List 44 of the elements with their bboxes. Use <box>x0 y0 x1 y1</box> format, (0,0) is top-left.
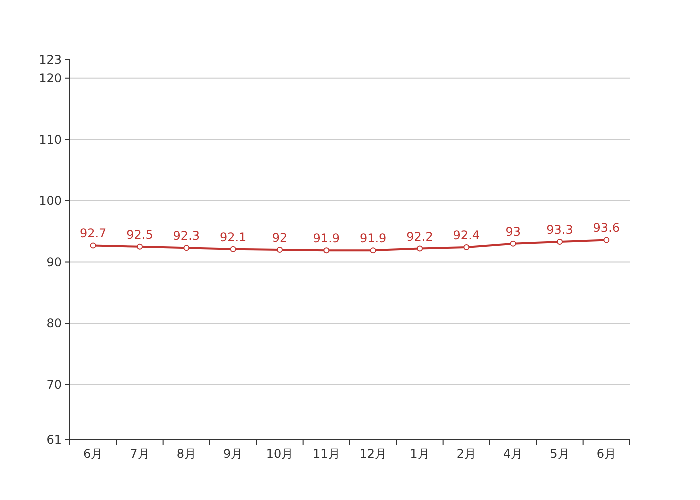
point <box>417 246 423 252</box>
point <box>464 244 470 251</box>
data-label: 93.6 <box>593 221 620 236</box>
point <box>137 244 143 250</box>
y-tick-label: 100 <box>39 194 62 208</box>
x-tick-label: 7月 <box>130 447 150 461</box>
point <box>557 239 563 246</box>
x-tick-label: 6月 <box>84 447 104 461</box>
data-label: 93 <box>506 224 521 239</box>
x-tick-label: 11月 <box>313 447 340 461</box>
data-label: 92.7 <box>80 226 107 241</box>
y-tick-label: 70 <box>46 378 62 392</box>
point <box>184 245 190 252</box>
point <box>510 240 516 247</box>
y-tick-label: 80 <box>46 316 62 331</box>
data-label: 91.9 <box>360 232 387 246</box>
x-tick-label: 9月 <box>224 447 244 461</box>
point <box>90 242 96 249</box>
x-tick-label: 1月 <box>410 447 430 461</box>
x-tick-label: 6月 <box>596 447 616 461</box>
y-tick-label: 123 <box>39 53 62 68</box>
point <box>277 247 283 253</box>
data-label: 93.3 <box>546 223 574 238</box>
y-tick-label: 120 <box>39 72 62 86</box>
y-tick-label: 61 <box>46 433 62 448</box>
x-tick-label: 2月 <box>456 447 476 461</box>
y-tick-label: 90 <box>46 255 62 270</box>
x-tick-label: 12月 <box>360 447 387 461</box>
data-label: 92.3 <box>173 229 200 244</box>
point <box>324 248 330 254</box>
data-label: 92.1 <box>220 230 247 244</box>
data-label: 92.5 <box>126 228 154 242</box>
point <box>604 237 610 244</box>
x-tick-label: 4月 <box>504 447 524 461</box>
data-label: 92.2 <box>406 230 434 244</box>
x-tick-label: 8月 <box>176 447 196 461</box>
point <box>230 246 236 252</box>
x-tick-label: 10月 <box>266 447 294 461</box>
data-label: 92 <box>272 231 288 245</box>
x-tick-label: 5月 <box>550 447 570 461</box>
data-label: 91.9 <box>313 232 340 246</box>
point <box>370 248 376 254</box>
data-label: 92.4 <box>453 228 480 243</box>
y-tick-label: 110 <box>39 132 62 147</box>
